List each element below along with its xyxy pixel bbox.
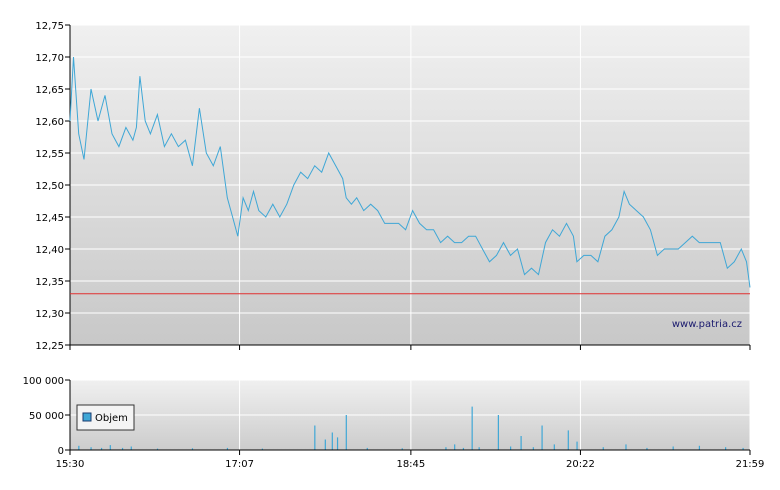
volume-bar <box>510 446 512 450</box>
price-y-tick-label: 12,25 <box>35 341 64 352</box>
volume-bar <box>646 447 648 450</box>
price-y-axis: 12,25 12,30 12,35 12,40 12,45 12,50 12,55 12,60… <box>35 21 71 352</box>
price-y-tick-label: 12,50 <box>35 181 64 192</box>
legend-swatch <box>82 412 92 422</box>
price-y-tick-label: 12,45 <box>35 213 64 224</box>
volume-bar <box>742 447 744 450</box>
volume-bar <box>602 447 604 450</box>
x-tick-label: 17:07 <box>225 459 254 470</box>
price-y-tick-label: 12,75 <box>35 21 64 32</box>
volume-bar <box>553 444 555 450</box>
volume-bar <box>345 415 347 450</box>
volume-bar <box>576 441 578 450</box>
volume-bar <box>324 439 326 450</box>
legend: Objem <box>76 404 135 431</box>
volume-panel: 0 50 000 100 000 15:30 17:07 18:45 20:22 21:59… <box>23 376 765 470</box>
volume-bar <box>478 447 480 450</box>
x-tick-label: 15:30 <box>56 459 85 470</box>
volume-bar <box>497 415 499 450</box>
volume-bar <box>226 447 229 450</box>
volume-bar <box>90 447 92 450</box>
volume-y-tick-label: 0 <box>58 446 64 457</box>
volume-y-axis: 0 50 000 100 000 <box>23 376 71 457</box>
volume-bar <box>532 447 534 450</box>
volume-bar <box>672 446 674 450</box>
volume-bar <box>567 430 569 450</box>
x-tick-label: 21:59 <box>736 459 765 470</box>
volume-bar <box>261 448 263 450</box>
volume-bar <box>471 406 473 450</box>
price-x-ticks <box>69 345 751 350</box>
volume-y-tick-label: 100 000 <box>23 376 64 387</box>
volume-bar <box>520 436 522 450</box>
volume-bar <box>100 447 103 450</box>
volume-bar <box>156 448 159 450</box>
volume-bar <box>366 447 368 450</box>
price-y-tick-label: 12,55 <box>35 149 64 160</box>
price-gridlines <box>69 24 751 346</box>
volume-bar <box>191 448 194 450</box>
volume-bar <box>78 445 80 450</box>
x-tick-label: 20:22 <box>566 459 595 470</box>
volume-bar <box>314 425 316 450</box>
source-label: www.patria.cz <box>672 319 742 330</box>
volume-bar <box>109 445 111 450</box>
legend-label: Objem <box>95 413 128 424</box>
volume-bar <box>541 425 543 450</box>
volume-bar <box>336 437 339 450</box>
price-y-tick-label: 12,70 <box>35 53 64 64</box>
volume-bar <box>625 444 627 450</box>
price-y-tick-label: 12,65 <box>35 85 64 96</box>
x-axis: 15:30 17:07 18:45 20:22 21:59 <box>56 450 765 470</box>
volume-bar <box>462 447 465 450</box>
price-series-line <box>69 56 751 288</box>
volume-y-tick-label: 50 000 <box>29 411 64 422</box>
volume-bar <box>130 446 132 450</box>
volume-bar <box>121 447 124 450</box>
price-panel: 12,25 12,30 12,35 12,40 12,45 12,50 12,55 12,60… <box>35 21 751 352</box>
price-y-tick-label: 12,60 <box>35 117 64 128</box>
x-tick-label: 18:45 <box>396 459 425 470</box>
volume-bar <box>401 448 403 450</box>
volume-bars <box>78 406 744 450</box>
volume-bar <box>445 447 447 450</box>
volume-bar <box>454 444 456 450</box>
volume-bar <box>331 432 333 450</box>
price-y-tick-label: 12,35 <box>35 277 64 288</box>
price-y-tick-label: 12,40 <box>35 245 64 256</box>
price-y-tick-label: 12,30 <box>35 309 64 320</box>
volume-bar <box>725 447 727 450</box>
volume-bar <box>698 445 701 450</box>
